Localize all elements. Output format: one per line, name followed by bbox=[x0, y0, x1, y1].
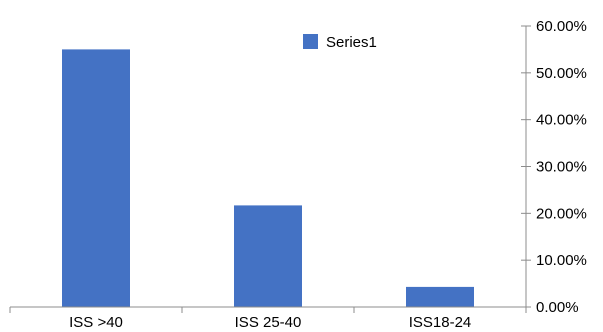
y-tick-label: 40.00% bbox=[536, 112, 587, 129]
bars-group bbox=[62, 49, 474, 308]
x-tick-label: ISS 25-40 bbox=[235, 314, 302, 331]
bar-2 bbox=[406, 286, 474, 307]
y-tick-label: 30.00% bbox=[536, 159, 587, 176]
legend-swatch bbox=[303, 34, 318, 49]
y-tick-label: 50.00% bbox=[536, 65, 587, 82]
x-tick-label: ISS >40 bbox=[69, 314, 123, 331]
legend-label: Series1 bbox=[326, 34, 377, 51]
y-tick-label: 0.00% bbox=[536, 299, 579, 316]
legend: Series1 bbox=[303, 34, 377, 51]
bar-0 bbox=[62, 49, 130, 308]
bar-1 bbox=[234, 205, 302, 307]
y-tick-label: 20.00% bbox=[536, 205, 587, 222]
y-tick-label: 60.00% bbox=[536, 18, 587, 35]
x-axis-ticks: ISS >40 ISS 25-40 ISS18-24 bbox=[9, 307, 527, 331]
y-axis-ticks: 0.00% 10.00% 20.00% 30.00% 40.00% 50.00% 60.00… bbox=[521, 18, 587, 316]
x-tick-label: ISS18-24 bbox=[409, 314, 472, 331]
y-tick-label: 10.00% bbox=[536, 252, 587, 269]
